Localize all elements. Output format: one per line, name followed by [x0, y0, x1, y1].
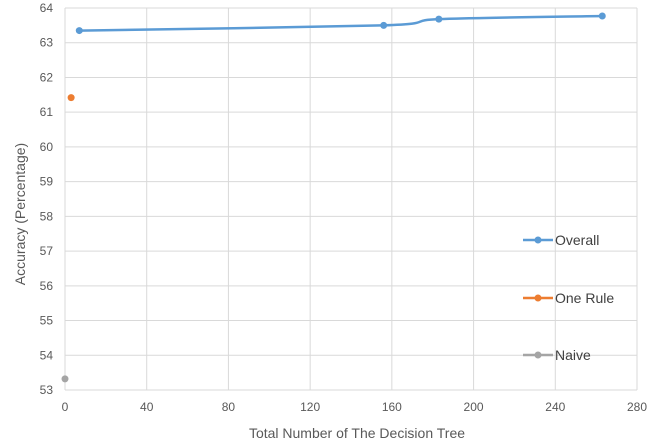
- legend-label-one-rule: One Rule: [555, 290, 614, 306]
- y-tick-label: 58: [40, 209, 54, 223]
- series-line-overall: [78, 14, 604, 32]
- y-tick-label: 55: [40, 314, 54, 328]
- y-tick-label: 63: [40, 36, 54, 50]
- legend: Overall One Rule Naive: [523, 232, 614, 363]
- axes: 0 40 80 120 160 200 240 280 53 54 55 56 57 58 59 60 61 62…: [40, 1, 648, 414]
- legend-label-overall: Overall: [555, 232, 599, 248]
- legend-marker-naive: [534, 351, 542, 359]
- data-point-naive: [61, 375, 69, 383]
- legend-label-naive: Naive: [555, 347, 591, 363]
- y-tick-label: 64: [40, 1, 54, 15]
- legend-marker-one-rule: [534, 294, 542, 302]
- series-layer: [61, 12, 606, 383]
- x-tick-label: 240: [545, 400, 565, 414]
- x-tick-label: 160: [382, 400, 402, 414]
- legend-marker-overall: [534, 236, 542, 244]
- y-tick-label: 53: [40, 383, 54, 397]
- y-tick-label: 59: [40, 175, 54, 189]
- y-axis-title: Accuracy (Percentage): [12, 143, 28, 285]
- y-tick-label: 61: [40, 105, 54, 119]
- y-tick-label: 62: [40, 70, 54, 84]
- x-tick-label: 280: [627, 400, 647, 414]
- x-tick-label: 80: [222, 400, 236, 414]
- data-point-overall: [435, 15, 443, 23]
- x-tick-label: 0: [62, 400, 69, 414]
- data-point-overall: [75, 27, 83, 35]
- x-tick-label: 200: [464, 400, 484, 414]
- x-tick-label: 40: [140, 400, 154, 414]
- x-tick-label: 120: [300, 400, 320, 414]
- data-point-overall: [598, 12, 606, 20]
- y-tick-label: 54: [40, 348, 54, 362]
- y-tick-label: 57: [40, 244, 54, 258]
- y-tick-label: 56: [40, 279, 54, 293]
- x-axis-title: Total Number of The Decision Tree: [249, 425, 465, 441]
- grid-lines: [64, 7, 638, 391]
- data-point-overall: [380, 21, 388, 29]
- y-tick-label: 60: [40, 140, 54, 154]
- data-point-one-rule: [67, 94, 75, 102]
